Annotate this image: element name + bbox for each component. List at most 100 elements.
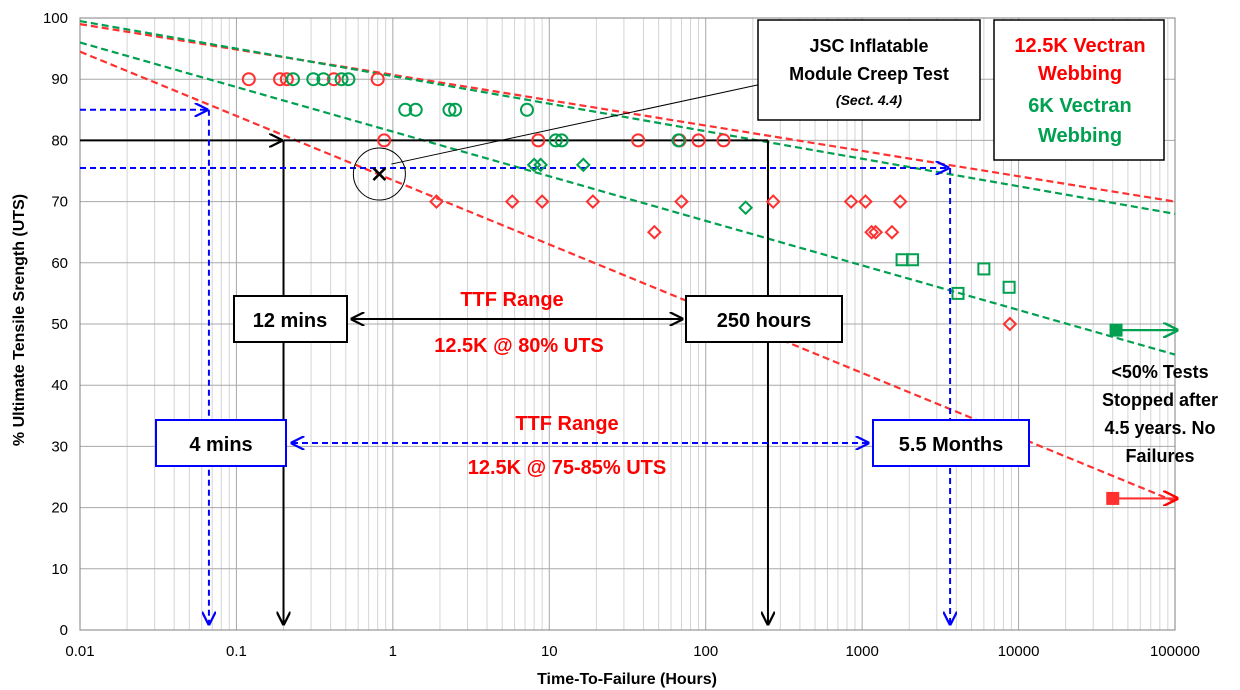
diamond-point: [533, 157, 549, 173]
diamond-point: [858, 194, 873, 210]
circle-point: [554, 133, 569, 148]
box-4-mins: [155, 419, 287, 467]
diamond-point: [504, 194, 520, 210]
x-tick-label: 100000: [1150, 643, 1200, 660]
circle-point: [716, 133, 731, 148]
diamond-point: [647, 224, 662, 240]
test-callout-leader: [391, 83, 763, 165]
y-tick-label: 50: [51, 316, 68, 333]
test-point-marker: [372, 167, 387, 181]
range2-subtitle: 12.5K @ 75-85% UTS: [468, 457, 666, 479]
y-tick-label: 10: [51, 561, 68, 578]
test-callout-section: (Sect. 4.4): [836, 92, 902, 108]
diamond-point: [429, 194, 444, 210]
diamond-point: [738, 200, 754, 216]
x-tick-label: 100: [693, 643, 718, 660]
diamond-point: [884, 224, 900, 240]
box-250-hours-label: 250 hours: [717, 310, 811, 332]
range2-title: TTF Range: [515, 413, 618, 435]
x-tick-label: 0.1: [226, 643, 247, 660]
circle-point: [531, 133, 546, 148]
box-12-mins: [233, 295, 348, 343]
diamond-point: [843, 194, 859, 210]
runout-note-line4: Failures: [1125, 446, 1194, 466]
test-callout-line2: Module Creep Test: [789, 64, 949, 84]
x-tick-label: 10000: [998, 643, 1040, 660]
diamond-point: [674, 194, 689, 210]
x-tick-label: 1: [389, 643, 397, 660]
diamond-point: [765, 194, 781, 210]
range1-title: TTF Range: [460, 289, 563, 311]
fit-line: [79, 19, 1176, 215]
x-tick-label: 0.01: [65, 643, 94, 660]
square-point: [895, 253, 909, 267]
diamond-point: [1002, 316, 1018, 332]
circle-point: [326, 72, 341, 87]
runout-point: [1109, 323, 1123, 337]
diamond-point: [864, 224, 880, 240]
box-5-5-months: [872, 419, 1030, 467]
circle-point: [370, 72, 385, 87]
box-5-5-months-label: 5.5 Months: [899, 434, 1003, 456]
axis-ticks: 0.01 0.1 1 10 100 1000 10000 100000 0 10 20 30 40 50 6…: [43, 10, 1200, 660]
circle-point: [241, 72, 256, 87]
circle-point: [316, 72, 331, 87]
square-point: [951, 286, 965, 300]
square-point: [906, 253, 920, 267]
circle-point: [279, 72, 294, 87]
circle-point: [548, 133, 563, 148]
circle-point: [377, 133, 392, 148]
square-point: [1002, 280, 1016, 294]
circle-point: [671, 133, 686, 148]
y-tick-label: 80: [51, 132, 68, 149]
circle-point: [398, 102, 413, 117]
circle-point: [519, 102, 534, 117]
y-tick-label: 30: [51, 438, 68, 455]
fit-line: [79, 41, 1176, 356]
diamond-point: [585, 194, 601, 210]
x-tick-label: 10: [541, 643, 558, 660]
test-callout-box: [757, 19, 981, 121]
diamond-point: [534, 194, 550, 210]
x-tick-label: 1000: [845, 643, 878, 660]
circle-point: [631, 133, 646, 148]
diamond-point: [575, 157, 591, 173]
test-point-ring: [352, 147, 406, 201]
y-tick-label: 40: [51, 377, 68, 394]
legend-red-line1: 12.5K Vectran: [1014, 35, 1145, 57]
x-axis-title: Time-To-Failure (Hours): [537, 671, 717, 688]
data-points: [241, 72, 1177, 505]
legend-red-line2: Webbing: [1038, 63, 1122, 85]
y-tick-label: 70: [51, 194, 68, 211]
y-tick-label: 60: [51, 255, 68, 272]
y-tick-label: 100: [43, 10, 68, 27]
diamond-point: [868, 224, 884, 240]
box-250-hours: [685, 295, 843, 343]
test-callout-line1: JSC Inflatable: [809, 36, 928, 56]
runout-note-line3: 4.5 years. No: [1104, 418, 1215, 438]
y-axis-title: % Ultimate Tensile Srength (UTS): [11, 194, 28, 446]
circle-point: [334, 72, 349, 87]
y-tick-label: 90: [51, 71, 68, 88]
circle-point: [306, 72, 321, 87]
legend-box: [993, 19, 1165, 161]
diamond-point: [892, 194, 908, 210]
y-tick-label: 0: [60, 622, 68, 639]
runout-note-line1: <50% Tests: [1111, 362, 1208, 382]
circle-point: [341, 72, 356, 87]
range1-subtitle: 12.5K @ 80% UTS: [434, 335, 604, 357]
square-point: [977, 262, 991, 276]
box-12-mins-label: 12 mins: [253, 310, 327, 332]
legend-green-line1: 6K Vectran: [1028, 95, 1131, 117]
circle-point: [448, 102, 463, 117]
circle-point: [286, 72, 301, 87]
y-tick-label: 20: [51, 500, 68, 517]
runout-note-line2: Stopped after: [1102, 390, 1218, 410]
legend-green-line2: Webbing: [1038, 125, 1122, 147]
runout-point: [1106, 491, 1120, 505]
circle-point: [442, 102, 457, 117]
circle-point: [408, 102, 423, 117]
annotations: [80, 83, 950, 624]
diamond-point: [526, 157, 542, 173]
